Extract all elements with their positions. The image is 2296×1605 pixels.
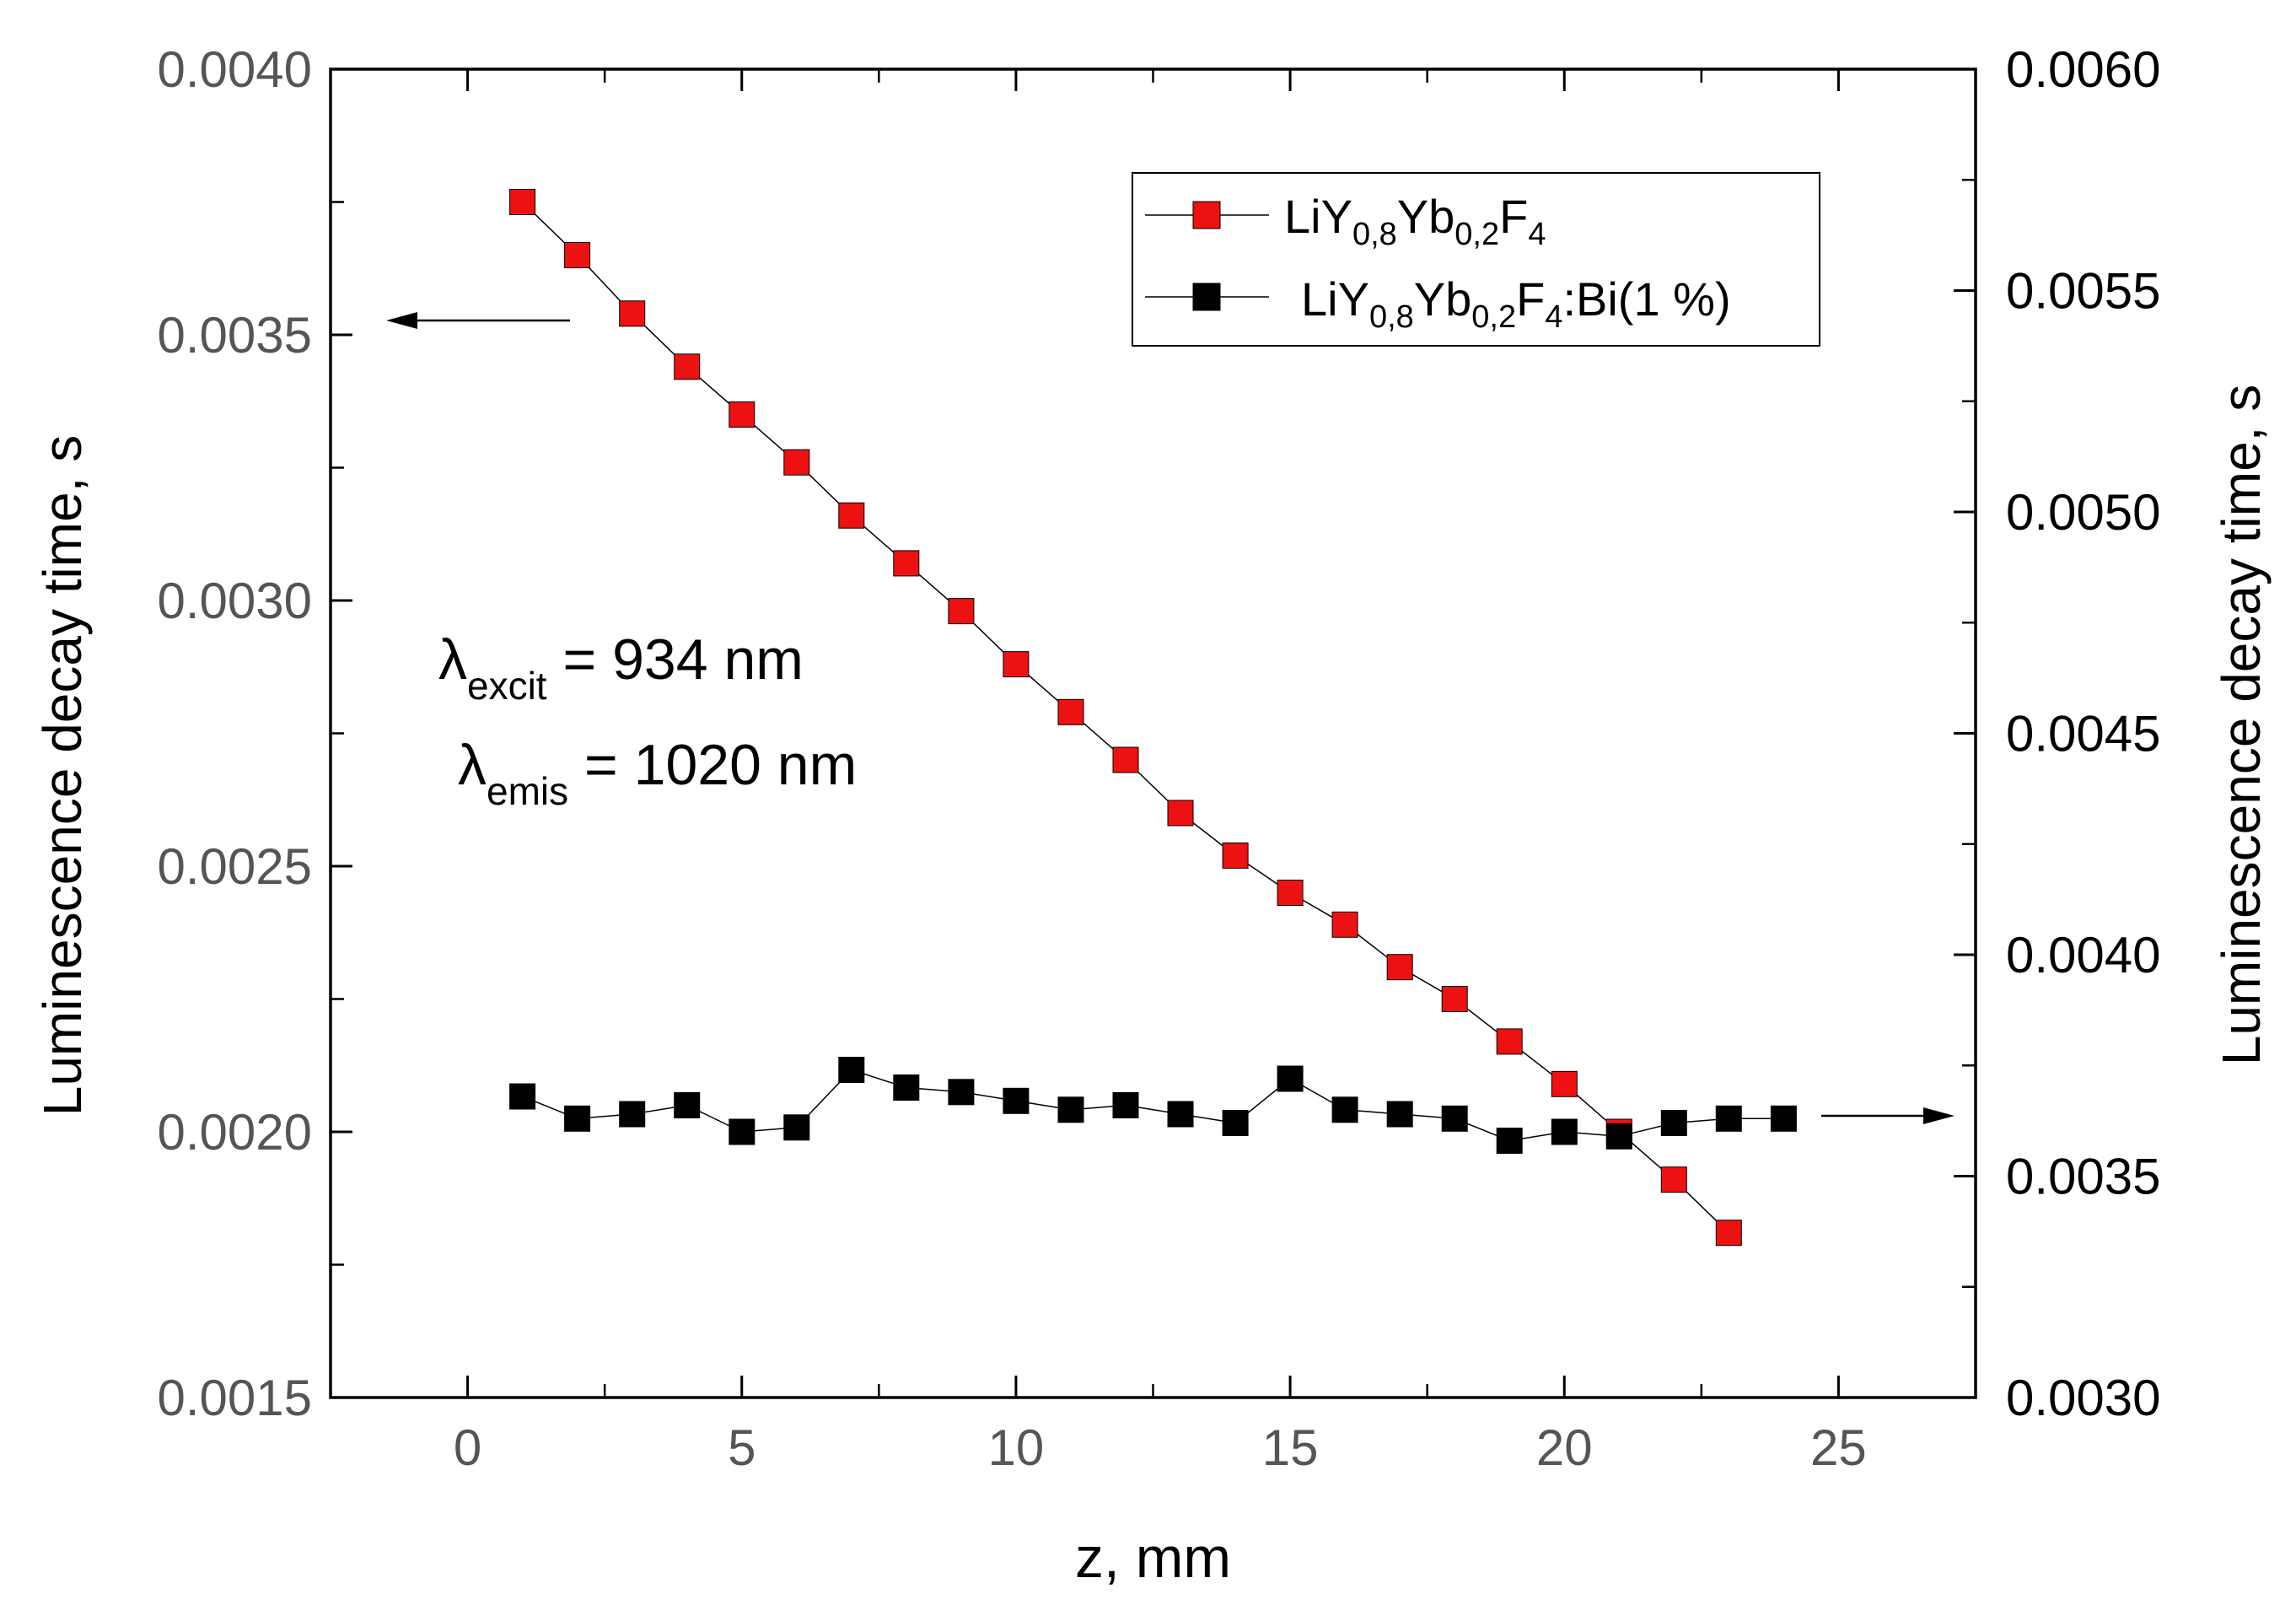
series-0-point — [509, 189, 536, 215]
y-axis-label-left: Luminescence decay time, s — [32, 435, 93, 1117]
series-0-point — [729, 401, 755, 428]
x-tick-label: 20 — [1536, 1419, 1593, 1476]
series-1-point — [1551, 1118, 1578, 1145]
left-axis-arrow — [386, 312, 570, 329]
x-tick-label: 15 — [1262, 1419, 1319, 1476]
series-1-point — [1386, 1101, 1413, 1128]
series-0-point — [1386, 954, 1413, 981]
y-left-tick-label: 0.0040 — [157, 41, 312, 98]
plot-frame — [329, 67, 1977, 1399]
series-1-point — [1331, 1096, 1358, 1123]
series-0-point — [1331, 911, 1358, 938]
y-right-tick-label: 0.0040 — [2006, 927, 2161, 983]
series-0-point — [838, 502, 865, 529]
y-right-tick-label: 0.0060 — [2006, 41, 2161, 98]
series-0-point — [1551, 1070, 1578, 1097]
series-1-point — [509, 1083, 536, 1110]
y-right-tick-label: 0.0050 — [2006, 484, 2161, 541]
series-1-point — [783, 1114, 810, 1141]
series-1-point — [674, 1092, 701, 1118]
x-tick-label: 5 — [728, 1419, 755, 1476]
series-1-point — [1222, 1110, 1249, 1136]
series-0-line — [522, 201, 1729, 1234]
legend-entry-black: LiY0,8Yb0,2F4:Bi(1 %) — [1145, 272, 1731, 335]
legend-marker-black — [1192, 283, 1221, 311]
legend-label-black: LiY0,8Yb0,2F4:Bi(1 %) — [1301, 272, 1731, 335]
excitation-wavelength-annotation: λexcit = 934 nm — [438, 627, 804, 708]
series-1-point — [838, 1057, 865, 1083]
lambda-symbol: λ — [438, 627, 467, 692]
series-0-point — [1003, 651, 1030, 678]
series-1-point — [1112, 1092, 1139, 1118]
series-1-point — [1770, 1105, 1797, 1132]
y-right-tick-label: 0.0045 — [2006, 706, 2161, 762]
y-left-tick-label: 0.0025 — [157, 838, 312, 895]
x-tick-label: 10 — [988, 1419, 1045, 1476]
series-0-point — [619, 300, 646, 327]
legend-label-red: LiY0,8Yb0,2F4 — [1284, 190, 1546, 252]
legend-entry-red: LiY0,8Yb0,2F4 — [1145, 190, 1546, 252]
series-1-point — [1057, 1096, 1084, 1123]
series-0-point — [1441, 986, 1468, 1012]
series-1-point — [729, 1118, 755, 1145]
series-1-point — [1660, 1110, 1687, 1136]
series-0-point — [1660, 1166, 1687, 1193]
series-1-point — [1496, 1128, 1523, 1154]
series-0-point — [1277, 880, 1304, 906]
right-axis-arrow — [1821, 1107, 1955, 1124]
annotation-subscript: excit — [467, 664, 547, 708]
annotation-value: = 1020 nm — [568, 733, 857, 797]
y-right-tick-label: 0.0030 — [2006, 1370, 2161, 1426]
series-0-point — [1112, 746, 1139, 773]
series-1-point — [948, 1079, 975, 1106]
series-1-point — [619, 1101, 646, 1128]
y-left-tick-label: 0.0035 — [157, 307, 312, 364]
series-1-point — [893, 1074, 920, 1101]
x-tick-label: 0 — [454, 1419, 481, 1476]
series-0-point — [783, 449, 810, 476]
y-axis-label-right: Luminescence decay time, s — [2211, 385, 2272, 1066]
series-1-point — [1003, 1087, 1030, 1114]
legend-box — [1132, 172, 1820, 347]
y-right-tick-label: 0.0055 — [2006, 263, 2161, 320]
y-left-tick-label: 0.0020 — [157, 1104, 312, 1161]
series-0-point — [1496, 1028, 1523, 1055]
series-1-point — [1605, 1123, 1632, 1150]
series-1-point — [1167, 1101, 1194, 1128]
series-1-point — [564, 1105, 591, 1132]
y-right-tick-label: 0.0035 — [2006, 1149, 2161, 1205]
data-series — [509, 189, 1797, 1247]
annotation-value: = 934 nm — [547, 627, 804, 692]
x-tick-label: 25 — [1810, 1419, 1867, 1476]
y-left-tick-label: 0.0030 — [157, 573, 312, 629]
series-0-point — [1222, 842, 1249, 869]
tick-labels: 0 5 10 15 20 25 0.0015 0.0020 0.0025 0.0030 0.0035… — [157, 41, 2160, 1476]
series-0-point — [564, 242, 591, 268]
legend: LiY0,8Yb0,2F4 LiY0,8Yb0,2F4:Bi(1 %) — [1132, 172, 1820, 347]
series-0-point — [893, 550, 920, 577]
series-1-line — [522, 1069, 1784, 1142]
series-0-point — [1715, 1220, 1742, 1247]
emission-wavelength-annotation: λemis = 1020 nm — [458, 733, 857, 813]
series-1-point — [1277, 1065, 1304, 1092]
legend-marker-red — [1192, 201, 1221, 229]
x-axis-label: z, mm — [1075, 1526, 1231, 1590]
series-0-point — [1167, 800, 1194, 827]
series-0-point — [948, 598, 975, 625]
y-left-tick-label: 0.0015 — [157, 1370, 312, 1426]
series-1-point — [1715, 1105, 1742, 1132]
annotation-subscript: emis — [487, 769, 568, 813]
series-1-point — [1441, 1105, 1468, 1132]
lambda-symbol: λ — [458, 733, 487, 797]
series-0-point — [1057, 698, 1084, 725]
series-0-point — [674, 353, 701, 380]
